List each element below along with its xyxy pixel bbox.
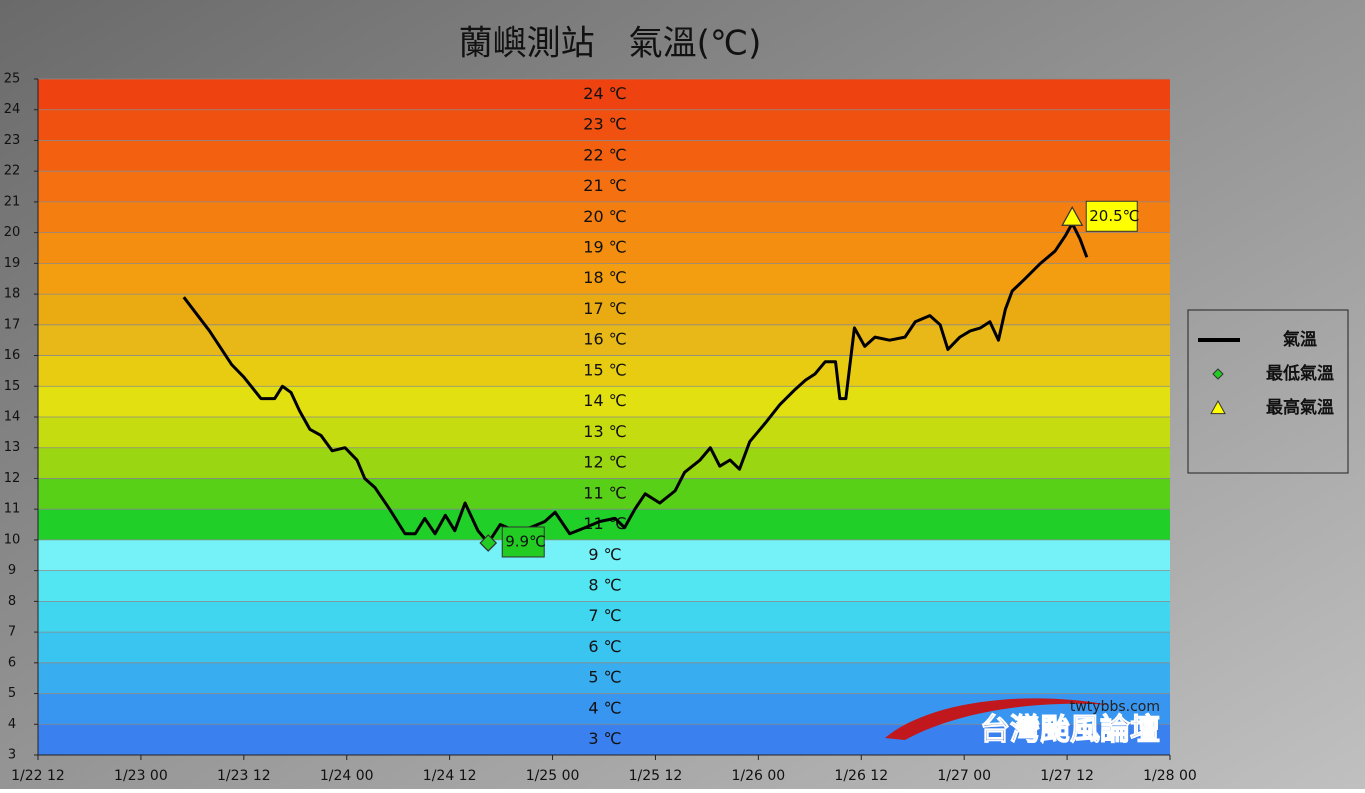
band-label: 20 ℃: [583, 207, 626, 226]
band-label: 18 ℃: [583, 268, 626, 287]
temp-band: [38, 632, 1170, 663]
temp-band: [38, 171, 1170, 202]
y-tick-label: 20: [4, 225, 21, 240]
y-tick-label: 13: [4, 440, 21, 455]
band-label: 4 ℃: [588, 698, 621, 717]
x-tick-label: 1/26 12: [834, 768, 888, 784]
plot-area: 24 ℃ 23 ℃ 22 ℃ 21 ℃ 20 ℃ 19 ℃ 18 ℃ 17 ℃ 16 ℃ 15 ℃…: [38, 78, 1170, 756]
band-label: 8 ℃: [588, 576, 621, 595]
temp-band: [38, 724, 1170, 755]
x-tick-label: 1/28 00: [1143, 768, 1197, 784]
y-tick-label: 25: [4, 72, 21, 87]
band-label: 21 ℃: [583, 176, 626, 195]
marker-label: 20.5℃: [1089, 207, 1139, 225]
marker: [1061, 206, 1084, 226]
marker-label-box: [501, 526, 545, 558]
temp-band: [38, 263, 1170, 295]
temp-band: [38, 140, 1170, 172]
band-label: 17 ℃: [583, 299, 626, 318]
y-tick-label: 6: [8, 655, 16, 670]
y-tick-label: 24: [4, 102, 21, 117]
band-label: 22 ℃: [583, 145, 626, 164]
logo-swoosh: [885, 698, 1110, 740]
watermark-name: 台灣颱風論壇: [980, 713, 1160, 748]
band-label: 11 ℃: [583, 483, 626, 502]
y-tick-label: 12: [4, 471, 21, 486]
legend-label: 最高氣溫: [1266, 397, 1334, 418]
legend-label: 氣溫: [1283, 329, 1317, 350]
y-tick-label: 14: [4, 410, 21, 425]
temp-band: [38, 79, 1170, 110]
temp-band: [38, 570, 1170, 602]
y-tick-label: 3: [8, 748, 16, 763]
x-tick-label: 1/24 12: [423, 768, 477, 784]
band-label: 13 ℃: [583, 422, 626, 441]
x-tick-label: 1/23 00: [114, 768, 168, 784]
band-label: 16 ℃: [583, 330, 626, 349]
legend-label: 最低氣溫: [1266, 363, 1334, 384]
temperature-line: [182, 221, 1089, 545]
band-label: 23 ℃: [583, 115, 626, 134]
y-tick-label: 5: [8, 686, 16, 701]
temp-band: [38, 509, 1170, 540]
temp-band: [38, 232, 1170, 264]
temp-band: [38, 447, 1170, 479]
temp-band: [38, 109, 1170, 141]
y-tick-label: 23: [4, 133, 21, 148]
x-tick-label: 1/23 12: [217, 768, 271, 784]
band-label: 12 ℃: [583, 453, 626, 472]
x-tick-label: 1/27 12: [1040, 768, 1094, 784]
temp-band: [38, 294, 1170, 325]
y-tick-label: 15: [4, 379, 21, 394]
y-tick-label: 4: [8, 717, 16, 732]
legend-marker: [1212, 368, 1224, 380]
marker-label-box: [1085, 200, 1138, 232]
y-tick-label: 7: [8, 625, 16, 640]
temp-band: [38, 662, 1170, 694]
x-tick-label: 1/25 00: [526, 768, 580, 784]
x-tick-label: 1/27 00: [937, 768, 991, 784]
x-tick-label: 1/25 12: [629, 768, 683, 784]
band-label: 15 ℃: [583, 360, 626, 379]
y-tick-label: 17: [4, 317, 21, 332]
watermark: twtybbs.com 台灣颱風論壇: [885, 698, 1161, 748]
y-tick-label: 8: [8, 594, 16, 609]
x-tick-label: 1/24 00: [320, 768, 374, 784]
band-label: 7 ℃: [588, 606, 621, 625]
band-label: 14 ℃: [583, 391, 626, 410]
y-tick-label: 19: [4, 256, 21, 271]
y-tick-label: 21: [4, 194, 21, 209]
chart-title: 蘭嶼測站 氣溫(℃): [459, 24, 762, 64]
band-label: 24 ℃: [583, 84, 626, 103]
band-label: 6 ℃: [588, 637, 621, 656]
y-tick-label: 22: [4, 164, 21, 179]
legend-marker: [1210, 399, 1226, 415]
band-label: 19 ℃: [583, 238, 626, 257]
temp-band: [38, 478, 1170, 510]
x-tick-label: 1/22 12: [11, 768, 65, 784]
temp-band: [38, 355, 1170, 387]
y-tick-label: 18: [4, 287, 21, 302]
temp-band: [38, 417, 1170, 448]
band-label: 9 ℃: [588, 545, 621, 564]
temp-band: [38, 324, 1170, 356]
y-tick-label: 11: [4, 502, 21, 517]
temp-band: [38, 539, 1170, 571]
temp-band: [38, 386, 1170, 417]
x-tick-label: 1/26 00: [732, 768, 786, 784]
y-tick-label: 16: [4, 348, 21, 363]
temp-band: [38, 201, 1170, 233]
marker: [479, 534, 498, 552]
marker-label: 9.9℃: [505, 532, 546, 550]
band-label: 3 ℃: [588, 729, 621, 748]
temp-band: [38, 601, 1170, 633]
legend-box: [1187, 309, 1349, 474]
y-tick-label: 10: [4, 532, 21, 547]
band-label: 5 ℃: [588, 668, 621, 687]
y-tick-label: 9: [8, 563, 16, 578]
watermark-site: twtybbs.com: [1070, 699, 1160, 715]
